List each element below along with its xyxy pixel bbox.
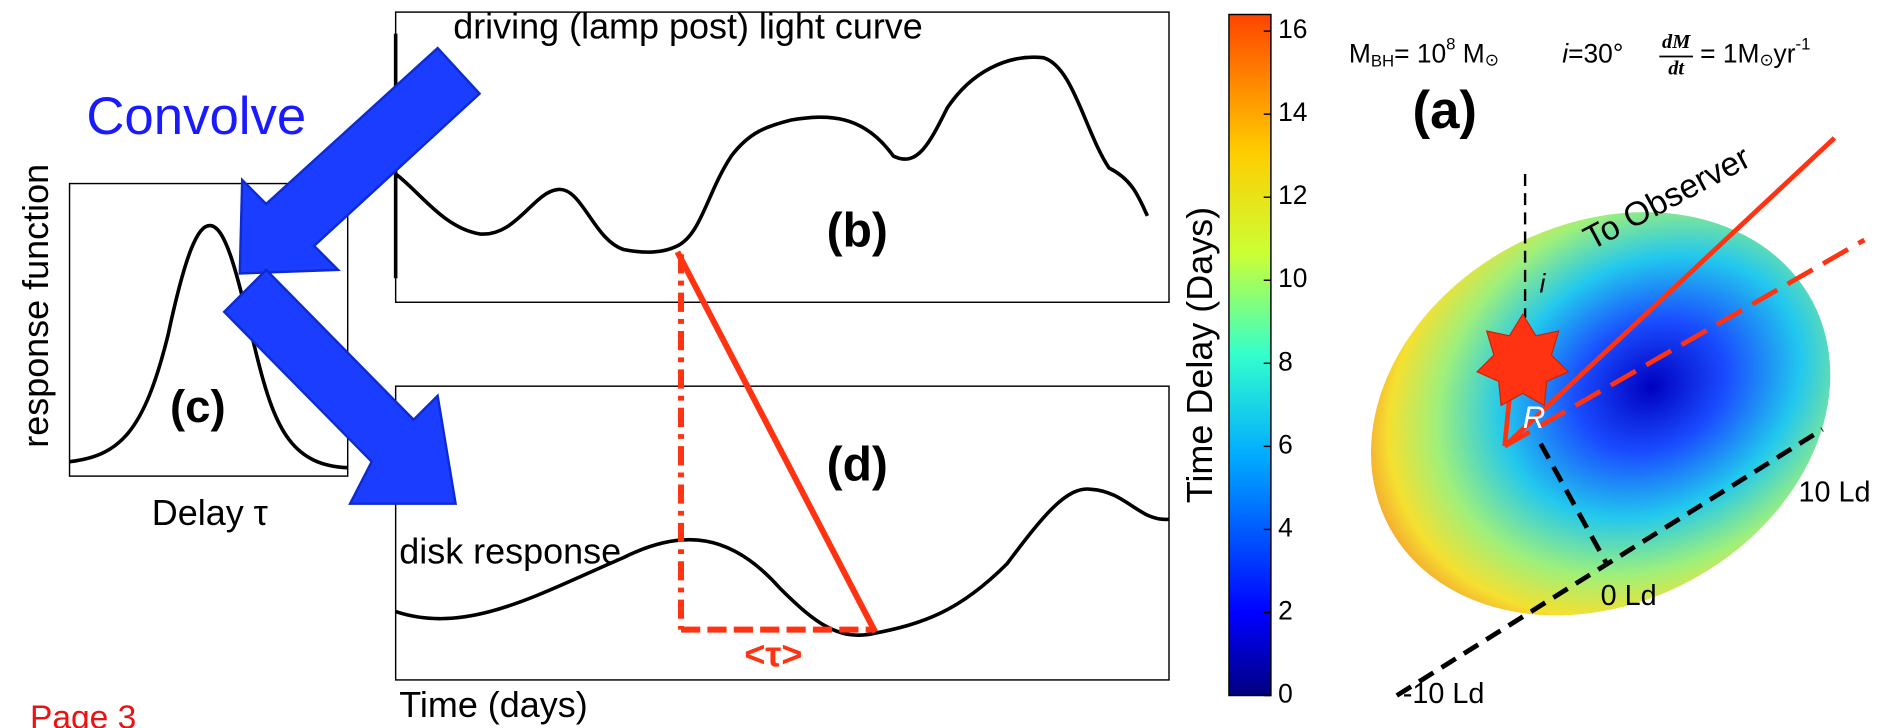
colorbar: [1228, 13, 1272, 697]
lag-line: [674, 250, 878, 634]
x-label: Time (days): [399, 684, 587, 725]
panel-title: driving (lamp post) light curve: [453, 5, 923, 46]
panel-label: (c): [170, 381, 226, 432]
mass-text: MBH= 108 M⊙: [1349, 35, 1499, 71]
colorbar-tick-label: 2: [1278, 595, 1293, 625]
lag-label: <τ>: [744, 634, 802, 675]
panel-c-frame: [68, 182, 349, 477]
colorbar-label: Time Delay (Days): [1179, 207, 1220, 503]
panel-title: disk response: [399, 531, 621, 572]
panel-label: (b): [827, 205, 888, 258]
projected-line: [1503, 237, 1866, 449]
scale-label: 0 Ld: [1601, 580, 1657, 612]
rate-text: = 1M⊙yr-1: [1700, 35, 1810, 70]
panel-label: (a): [1413, 81, 1477, 140]
angle-label: i: [1539, 268, 1546, 298]
footer: Page 3: [30, 699, 136, 728]
inclination-text: i=30°: [1562, 38, 1623, 68]
arrow: [222, 268, 458, 505]
convolve-label: Convolve: [86, 87, 306, 146]
colorbar-tick-label: 14: [1278, 97, 1307, 127]
observer-line: [1503, 136, 1837, 448]
colorbar-tick-label: 0: [1278, 678, 1293, 708]
disk: [1370, 212, 1831, 616]
colorbar-tick-label: 4: [1278, 512, 1293, 542]
panel-label: (d): [827, 438, 888, 491]
driving-curve: [394, 55, 1150, 254]
scale-line: [1395, 427, 1824, 698]
response-curve: [69, 223, 348, 470]
arrow: [238, 46, 482, 275]
y-label: response function: [15, 164, 56, 448]
axis-line: [1538, 442, 1609, 565]
colorbar-tick-label: 6: [1278, 429, 1293, 459]
colorbar-ticks: 0 2 4 6 8 10 12 14 16: [1263, 14, 1307, 708]
scale-label: 10 Ld: [1798, 477, 1870, 509]
colorbar-tick-label: 12: [1278, 180, 1307, 210]
disk-curve: [395, 487, 1170, 637]
colorbar-tick-label: 8: [1278, 346, 1293, 376]
panel-b-frame: [394, 11, 1170, 303]
lamp-star: [1476, 313, 1570, 407]
x-label: Delay τ: [152, 492, 268, 533]
colorbar-tick-label: 16: [1278, 14, 1307, 44]
scale-label: -10 Ld: [1403, 678, 1485, 710]
radius-label: R: [1523, 400, 1546, 435]
rate-numerator: dM: [1662, 31, 1691, 53]
colorbar-tick-label: 10: [1278, 263, 1307, 293]
rate-denominator: dt: [1668, 57, 1685, 79]
panel-d-frame: [394, 385, 1170, 681]
